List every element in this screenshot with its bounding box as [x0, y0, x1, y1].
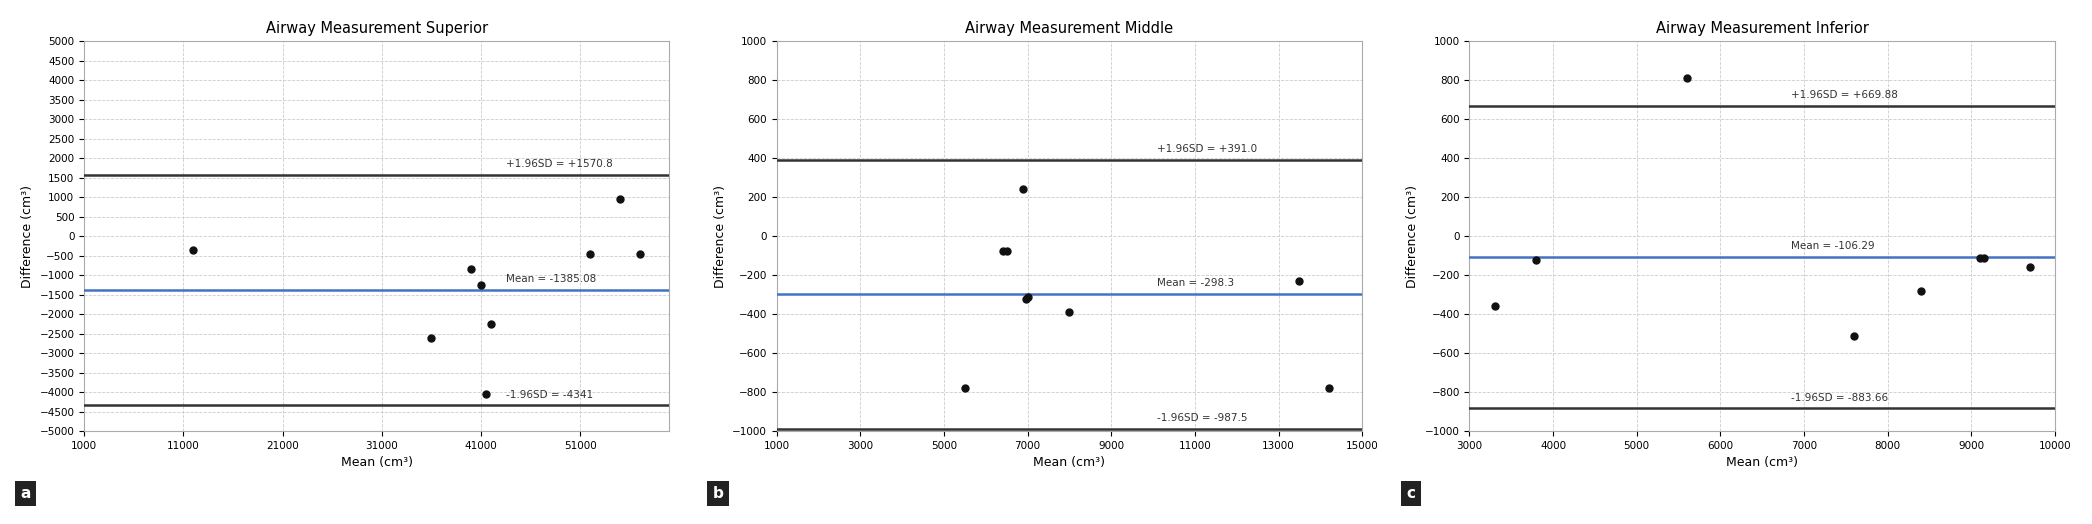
Point [1837, 331, 1870, 340]
Point [176, 246, 209, 254]
Point [469, 390, 502, 398]
Point [1477, 302, 1510, 311]
Point [1966, 254, 2000, 262]
Text: Mean = -1385.08: Mean = -1385.08 [506, 274, 596, 285]
Point [1904, 287, 1937, 295]
Point [990, 247, 1023, 255]
Point [475, 320, 508, 328]
Text: Mean = -106.29: Mean = -106.29 [1791, 241, 1874, 251]
Text: -1.96SD = -4341: -1.96SD = -4341 [506, 389, 592, 400]
Point [1052, 308, 1086, 316]
Point [454, 265, 487, 274]
Y-axis label: Difference (cm³): Difference (cm³) [713, 184, 726, 288]
Point [985, 247, 1019, 255]
X-axis label: Mean (cm³): Mean (cm³) [1033, 456, 1105, 470]
Point [623, 249, 657, 258]
Point [1008, 294, 1042, 303]
Point [2013, 263, 2046, 271]
Point [573, 249, 607, 258]
Y-axis label: Difference (cm³): Difference (cm³) [21, 184, 33, 288]
X-axis label: Mean (cm³): Mean (cm³) [1726, 456, 1799, 470]
Text: b: b [713, 486, 724, 501]
Point [1010, 292, 1044, 301]
Text: Mean = -298.3: Mean = -298.3 [1157, 278, 1234, 288]
Text: a: a [21, 486, 31, 501]
X-axis label: Mean (cm³): Mean (cm³) [341, 456, 412, 470]
Point [1006, 185, 1040, 193]
Text: -1.96SD = -883.66: -1.96SD = -883.66 [1791, 392, 1889, 402]
Y-axis label: Difference (cm³): Difference (cm³) [1406, 184, 1418, 288]
Point [464, 281, 498, 289]
Point [1282, 277, 1316, 285]
Text: +1.96SD = +1570.8: +1.96SD = +1570.8 [506, 159, 613, 169]
Point [1312, 384, 1345, 392]
Point [948, 384, 981, 392]
Text: c: c [1406, 486, 1416, 501]
Point [1519, 255, 1552, 264]
Text: +1.96SD = +391.0: +1.96SD = +391.0 [1157, 144, 1257, 154]
Point [414, 333, 448, 342]
Point [602, 195, 636, 203]
Title: Airway Measurement Superior: Airway Measurement Superior [266, 21, 487, 36]
Text: +1.96SD = +669.88: +1.96SD = +669.88 [1791, 90, 1897, 100]
Title: Airway Measurement Middle: Airway Measurement Middle [964, 21, 1174, 36]
Text: -1.96SD = -987.5: -1.96SD = -987.5 [1157, 413, 1247, 423]
Point [1669, 74, 1703, 82]
Title: Airway Measurement Inferior: Airway Measurement Inferior [1655, 21, 1868, 36]
Point [1962, 254, 1996, 262]
